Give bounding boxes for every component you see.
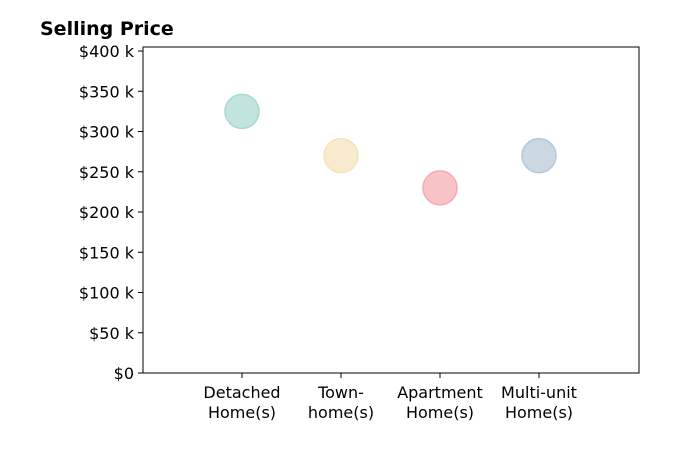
- x-tick-label: Detached Home(s): [203, 383, 280, 422]
- x-axis: Detached Home(s) Town-home(s) Apartment Home…: [203, 373, 577, 422]
- y-tick-label: $100 k: [79, 284, 135, 303]
- data-marks: [224, 93, 557, 206]
- x-tick-label: Town-home(s): [308, 383, 374, 422]
- y-tick-label: $300 k: [79, 123, 135, 142]
- y-tick-label: $200 k: [79, 203, 135, 222]
- y-tick-label: $0: [114, 364, 134, 383]
- data-point: [521, 137, 557, 174]
- x-tick-label: Multi-unit Home(s): [501, 383, 577, 422]
- chart-title: Selling Price: [40, 18, 174, 40]
- y-tick-label: $50 k: [89, 324, 135, 343]
- y-tick-label: $350 k: [79, 82, 135, 101]
- data-point: [422, 170, 458, 206]
- plot-frame: [142, 46, 640, 374]
- y-tick-label: $150 k: [79, 243, 135, 262]
- data-point: [323, 137, 359, 174]
- y-tick-label: $400 k: [79, 42, 135, 61]
- y-tick-label: $250 k: [79, 163, 135, 182]
- data-point: [224, 93, 260, 130]
- y-axis: $0 $50 k $100 k $150 k $200 k $250 k $300 k $35…: [79, 42, 143, 383]
- x-tick-label: Apartment Home(s): [397, 383, 483, 422]
